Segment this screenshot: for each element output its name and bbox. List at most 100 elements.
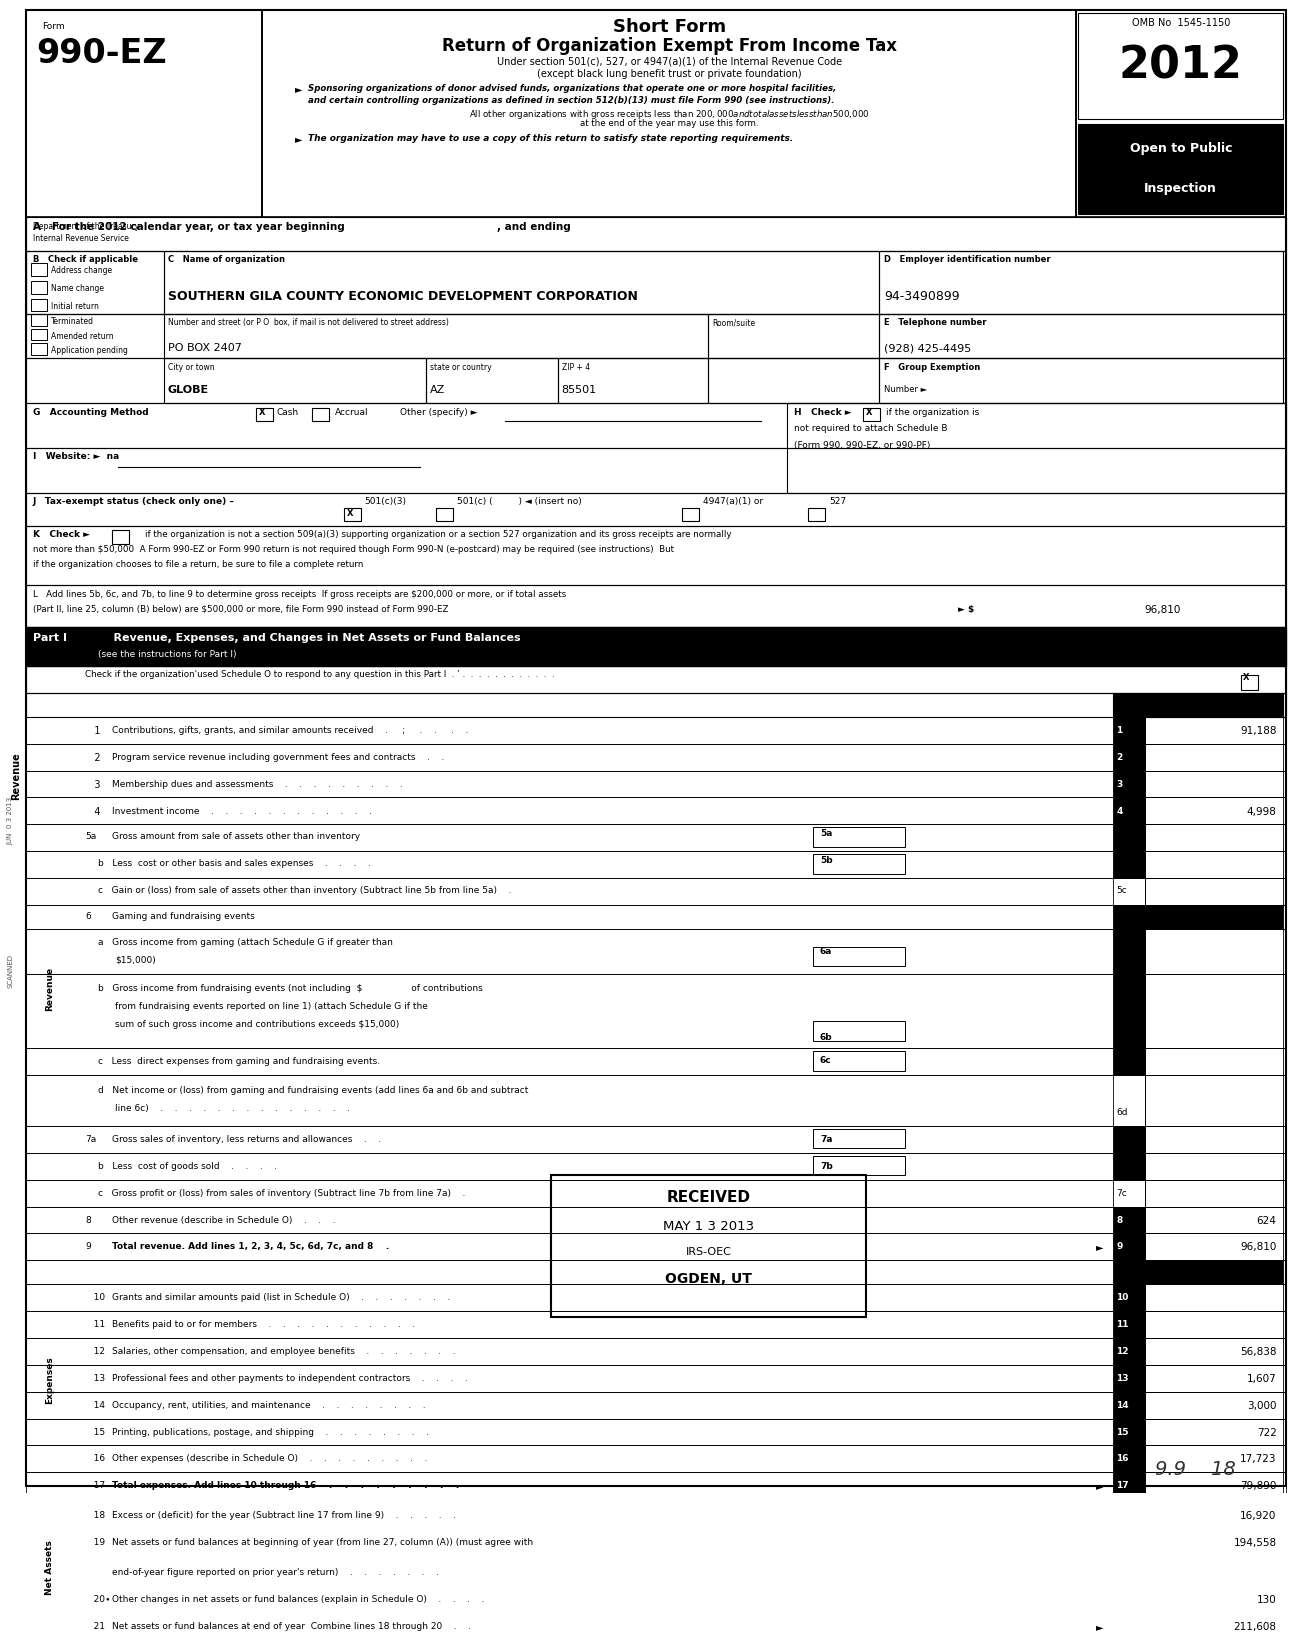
Bar	[1145, 1260, 1283, 1284]
Text: D   Employer identification number: D Employer identification number	[884, 256, 1051, 264]
Text: Gross sales of inventory, less returns and allowances    .    .: Gross sales of inventory, less returns a…	[112, 1134, 380, 1144]
Bar	[26, 1644, 1286, 1651]
Text: Professional fees and other payments to independent contractors    .    .    .  : Professional fees and other payments to …	[112, 1374, 467, 1384]
Bar	[1113, 717, 1145, 743]
Text: 12: 12	[85, 1347, 105, 1355]
Bar	[1145, 878, 1283, 905]
Bar	[426, 358, 558, 403]
Bar	[1145, 797, 1283, 824]
Text: (except black lung benefit trust or private foundation): (except black lung benefit trust or priv…	[537, 69, 802, 79]
Text: 1: 1	[85, 726, 101, 736]
Text: Check if the organization'used Schedule O to respond to any question in this Par: Check if the organization'used Schedule …	[85, 670, 555, 680]
Text: 8: 8	[1117, 1215, 1123, 1225]
Bar	[1145, 1555, 1283, 1583]
Bar	[26, 525, 1286, 586]
Bar	[26, 492, 1286, 525]
Bar	[31, 281, 47, 294]
Text: 13: 13	[85, 1374, 105, 1384]
Text: 16: 16	[85, 1455, 105, 1463]
Text: b   Less  cost of goods sold    .    .    .    .: b Less cost of goods sold . . . .	[98, 1162, 278, 1171]
Text: 19: 19	[85, 1539, 105, 1547]
Bar	[26, 1152, 1286, 1180]
Text: 2: 2	[85, 753, 101, 763]
Bar	[26, 1180, 1286, 1207]
Text: 5a: 5a	[820, 829, 832, 837]
Text: G   Accounting Method: G Accounting Method	[33, 408, 148, 416]
Bar	[26, 1207, 1286, 1233]
Bar	[1145, 1418, 1283, 1446]
Bar	[879, 251, 1283, 314]
Text: Contributions, gifts, grants, and similar amounts received    .     ;     .    .: Contributions, gifts, grants, and simila…	[112, 726, 468, 735]
Text: 11: 11	[85, 1321, 105, 1329]
Bar	[1145, 852, 1283, 878]
Bar	[26, 586, 1286, 627]
Text: 2012: 2012	[1119, 45, 1242, 88]
Text: ►: ►	[1096, 1621, 1103, 1631]
Bar	[1145, 717, 1283, 743]
Bar	[1113, 797, 1145, 824]
Text: Name change: Name change	[51, 284, 104, 292]
Text: if the organization is: if the organization is	[886, 408, 979, 416]
Text: J   Tax-exempt status (check only one) –: J Tax-exempt status (check only one) –	[33, 497, 235, 507]
Text: line 6c)    .    .    .    .    .    .    .    .    .    .    .    .    .    .: line 6c) . . . . . . . . . . . . . .	[115, 1103, 350, 1113]
Text: 13: 13	[1117, 1374, 1130, 1384]
Text: Open to Public: Open to Public	[1130, 142, 1232, 155]
Bar	[31, 314, 47, 325]
Bar	[558, 358, 708, 403]
Bar	[1145, 1337, 1283, 1365]
Text: Application pending: Application pending	[51, 347, 129, 355]
Bar	[26, 627, 1286, 665]
Text: 7c: 7c	[1117, 1189, 1127, 1197]
Bar	[1113, 1446, 1145, 1473]
Text: 501(c)(3): 501(c)(3)	[365, 497, 407, 507]
Text: 16: 16	[1117, 1455, 1130, 1463]
Bar	[813, 827, 905, 847]
Bar	[1113, 1555, 1145, 1583]
Text: 990-EZ: 990-EZ	[37, 38, 168, 71]
Text: Occupancy, rent, utilities, and maintenance    .    .    .    .    .    .    .  : Occupancy, rent, utilities, and maintena…	[112, 1400, 425, 1410]
Text: 20∙: 20∙	[1117, 1595, 1131, 1603]
Bar	[1145, 1583, 1283, 1610]
Bar	[26, 665, 1286, 693]
Bar	[26, 1284, 1286, 1311]
Bar	[26, 1610, 1286, 1636]
Text: Revenue, Expenses, and Changes in Net Assets or Fund Balances: Revenue, Expenses, and Changes in Net As…	[98, 632, 521, 644]
Bar	[26, 743, 1286, 771]
Bar	[1113, 905, 1145, 930]
Text: Revenue: Revenue	[10, 753, 21, 801]
Text: 4,998: 4,998	[1246, 807, 1277, 817]
Bar	[1076, 10, 1286, 216]
Text: 3,000: 3,000	[1248, 1400, 1277, 1410]
Text: X: X	[346, 509, 353, 518]
Bar	[813, 1022, 905, 1040]
Text: 6a: 6a	[820, 946, 832, 956]
Text: The organization may have to use a copy of this return to satisfy state reportin: The organization may have to use a copy …	[308, 134, 794, 144]
Text: X: X	[258, 408, 265, 416]
Bar	[1145, 693, 1283, 717]
Text: 501(c) (         ) ◄ (insert no): 501(c) ( ) ◄ (insert no)	[457, 497, 581, 507]
Bar	[1113, 1284, 1145, 1311]
Bar	[112, 530, 129, 543]
Bar	[1145, 1365, 1283, 1392]
Text: ► $: ► $	[958, 604, 974, 614]
Text: All other organizations with gross receipts less than $200,000 and total assets : All other organizations with gross recei…	[468, 107, 870, 121]
Text: IRS-OEC: IRS-OEC	[686, 1247, 731, 1256]
Text: Initial return: Initial return	[51, 302, 98, 310]
Text: 12: 12	[1117, 1347, 1130, 1355]
Bar	[1113, 824, 1145, 852]
Bar	[1113, 771, 1145, 797]
Text: RECEIVED: RECEIVED	[666, 1190, 750, 1205]
Text: Total expenses. Add lines 10 through 16    .    .    .    .    .    .    .    . : Total expenses. Add lines 10 through 16 …	[112, 1481, 459, 1491]
Text: b   Less  cost or other basis and sales expenses    .    .    .    .: b Less cost or other basis and sales exp…	[98, 859, 371, 868]
Bar	[1113, 1610, 1145, 1636]
Text: Other changes in net assets or fund balances (explain in Schedule O)    .    .  : Other changes in net assets or fund bala…	[112, 1595, 484, 1603]
Bar	[813, 854, 905, 873]
Text: ►: ►	[1096, 1243, 1103, 1253]
Bar	[31, 343, 47, 355]
Bar	[1145, 930, 1283, 974]
Bar	[1145, 771, 1283, 797]
Bar	[26, 314, 1286, 358]
Bar	[1145, 1499, 1283, 1526]
Text: a   Gross income from gaming (attach Schedule G if greater than: a Gross income from gaming (attach Sched…	[98, 938, 394, 946]
Text: ►: ►	[1096, 1481, 1103, 1491]
